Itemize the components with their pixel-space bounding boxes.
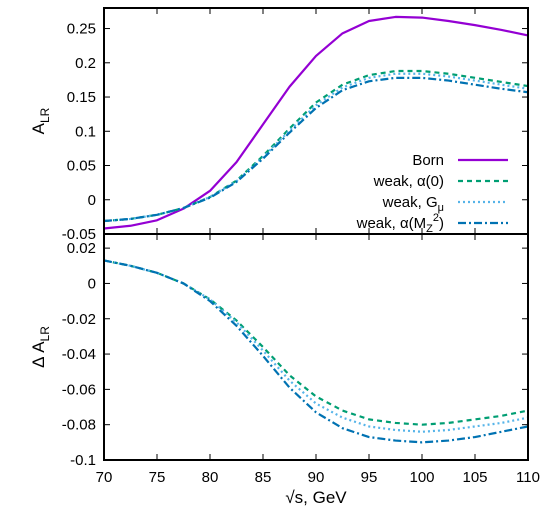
- y-tick-label: 0: [88, 192, 96, 209]
- y-tick-label: -0.04: [62, 346, 96, 363]
- x-tick-label: 95: [361, 469, 378, 486]
- y-tick-label: -0.02: [62, 311, 96, 328]
- y-tick-label: 0.05: [67, 158, 96, 175]
- x-tick-label: 85: [255, 469, 272, 486]
- top-panel: 0.25 0.2 0.15 0.1 0.05 0 -0.05 ALR Born weak, α(0…: [29, 7, 529, 243]
- y-tick-label: 0.2: [75, 55, 96, 72]
- y-tick-label: -0.05: [62, 226, 96, 243]
- bottom-panel: 70 75 80 85 90 95 100 105 110 0.02 0 -0.02 -0.04 -0.0…: [29, 233, 540, 507]
- series-line-gmu: [103, 72, 529, 223]
- y-tick-label: 0: [88, 275, 96, 292]
- x-axis-label: √s, GeV: [285, 488, 347, 507]
- x-tick-label: 100: [409, 469, 434, 486]
- series-line-a0: [103, 259, 529, 426]
- y-axis-label: ALR: [29, 107, 52, 134]
- x-tick-label: 110: [516, 469, 540, 486]
- legend-label-born: Born: [412, 152, 444, 169]
- series-line-gmu: [103, 259, 529, 433]
- x-tick-label: 80: [202, 469, 219, 486]
- y-tick-label: 0.02: [67, 240, 96, 257]
- y-axis-label: Δ ALR: [29, 326, 52, 368]
- y-tick-label: 0.1: [75, 123, 96, 140]
- y-tick-label: -0.1: [70, 452, 96, 469]
- plot-frame: [103, 7, 529, 235]
- legend-label-a0: weak, α(0): [373, 173, 444, 190]
- legend-label-gmu: weak, Gμ: [382, 194, 444, 214]
- x-tick-label: 75: [149, 469, 166, 486]
- y-tick-label: -0.08: [62, 417, 96, 434]
- x-tick-label: 70: [96, 469, 113, 486]
- y-tick-label: 0.25: [67, 21, 96, 38]
- y-tick-label: -0.06: [62, 381, 96, 398]
- legend-label-amz: weak, α(MZ2): [356, 212, 444, 235]
- series-line-born: [103, 15, 529, 230]
- series-line-amz: [103, 259, 529, 444]
- y-tick-label: 0.15: [67, 89, 96, 106]
- x-tick-label: 90: [308, 469, 325, 486]
- series-line-amz: [103, 76, 529, 223]
- x-tick-label: 105: [462, 469, 487, 486]
- series-line-a0: [103, 69, 529, 223]
- plot-frame: [103, 233, 529, 461]
